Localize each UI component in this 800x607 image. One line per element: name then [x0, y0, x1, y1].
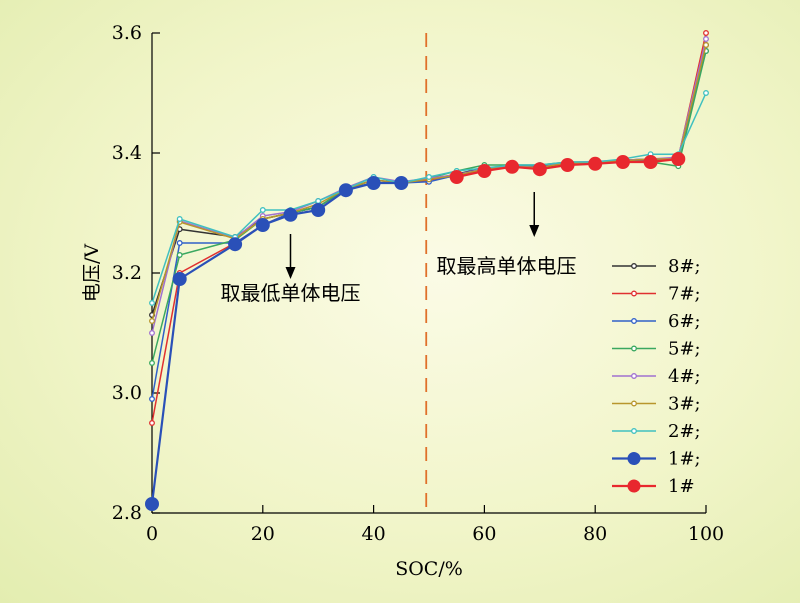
legend-label: 4#; [668, 366, 701, 387]
legend-marker [627, 479, 641, 493]
data-point [532, 162, 547, 177]
data-point [259, 207, 266, 213]
data-point [176, 240, 183, 246]
series-7 [145, 176, 409, 511]
legend-marker [631, 263, 637, 269]
data-point [149, 300, 155, 306]
data-point [145, 497, 159, 511]
series-line [151, 50, 707, 364]
legend-label: 1#; [668, 449, 701, 470]
data-point [311, 203, 326, 217]
legend-item: 3#; [612, 394, 701, 415]
data-point [703, 30, 709, 36]
data-point [149, 420, 155, 426]
data-point [176, 216, 183, 222]
annotation-layer: 取最低单体电压 取最高单体电压 [221, 192, 577, 305]
data-point [394, 176, 409, 190]
legend-item: 2#; [612, 421, 701, 442]
data-point [588, 156, 603, 171]
legend-item: 4#; [612, 366, 701, 387]
legend-item: 8#; [612, 256, 701, 277]
data-point [505, 159, 520, 174]
data-point [703, 42, 709, 48]
data-point [703, 90, 709, 96]
series-8 [449, 152, 686, 184]
legend-label: 8#; [668, 256, 701, 277]
data-point [315, 198, 322, 204]
legend-marker [631, 428, 637, 434]
data-point [255, 218, 270, 232]
legend: 8#; 7#; 6#; 5#; 4#; 3#; 2#; 1#; 1# [612, 256, 701, 497]
y-tick-label: 2.8 [112, 502, 142, 524]
legend-marker [631, 318, 637, 324]
legend-marker [627, 452, 641, 465]
data-point [283, 207, 298, 222]
series-layer [145, 30, 709, 511]
data-point [149, 360, 155, 366]
data-point [643, 155, 658, 169]
legend-label: 7#; [668, 284, 701, 305]
data-point [615, 155, 630, 169]
data-point [338, 183, 353, 198]
legend-item: 5#; [612, 339, 701, 360]
annotation-text: 取最高单体电压 [437, 254, 577, 278]
legend-label: 6#; [668, 311, 701, 332]
legend-item: 7#; [612, 284, 701, 305]
data-point [426, 174, 432, 180]
x-tick-label: 100 [688, 523, 724, 545]
legend-item: 6#; [612, 311, 701, 332]
data-point [671, 152, 686, 166]
legend-item: 1#; [612, 449, 701, 470]
legend-label: 1# [668, 476, 695, 497]
x-tick-label: 40 [362, 523, 386, 545]
legend-label: 5#; [668, 339, 701, 360]
series-line [151, 32, 707, 424]
legend-label: 2#; [668, 421, 701, 442]
annotation-arrowhead [529, 225, 540, 237]
data-point [560, 158, 575, 172]
data-point [172, 272, 187, 286]
annotation-arrowhead [285, 267, 296, 279]
y-tick-label: 3.0 [112, 382, 142, 404]
data-point [449, 170, 464, 184]
legend-marker [631, 345, 637, 352]
x-tick-label: 60 [472, 523, 496, 545]
series-6 [149, 90, 709, 306]
series-line [151, 50, 707, 400]
x-tick-label: 0 [146, 523, 158, 545]
data-point [228, 237, 243, 252]
series-1 [149, 30, 709, 426]
data-point [149, 318, 155, 324]
y-tick-label: 3.6 [112, 22, 142, 44]
y-axis-title: 电压/V [81, 244, 103, 302]
data-point [149, 396, 155, 402]
y-tick-label: 3.2 [112, 262, 142, 284]
axes: 2.8 3.0 3.2 3.4 3.6 0 20 40 60 80 100 [112, 22, 724, 545]
data-point [176, 252, 183, 258]
series-line [151, 92, 707, 304]
legend-label: 3#; [668, 394, 701, 415]
legend-item: 1# [612, 476, 695, 497]
x-tick-label: 80 [583, 523, 607, 545]
legend-marker [631, 373, 637, 379]
legend-marker [631, 290, 637, 297]
data-point [366, 176, 381, 190]
series-3 [149, 48, 709, 366]
data-point [477, 164, 492, 178]
x-axis-title: SOC/% [395, 558, 463, 580]
data-point [703, 36, 709, 42]
y-tick-label: 3.4 [112, 142, 142, 164]
x-tick-label: 20 [251, 523, 275, 545]
annotation-text: 取最低单体电压 [221, 281, 361, 305]
legend-marker [631, 400, 637, 407]
data-point [149, 330, 155, 336]
